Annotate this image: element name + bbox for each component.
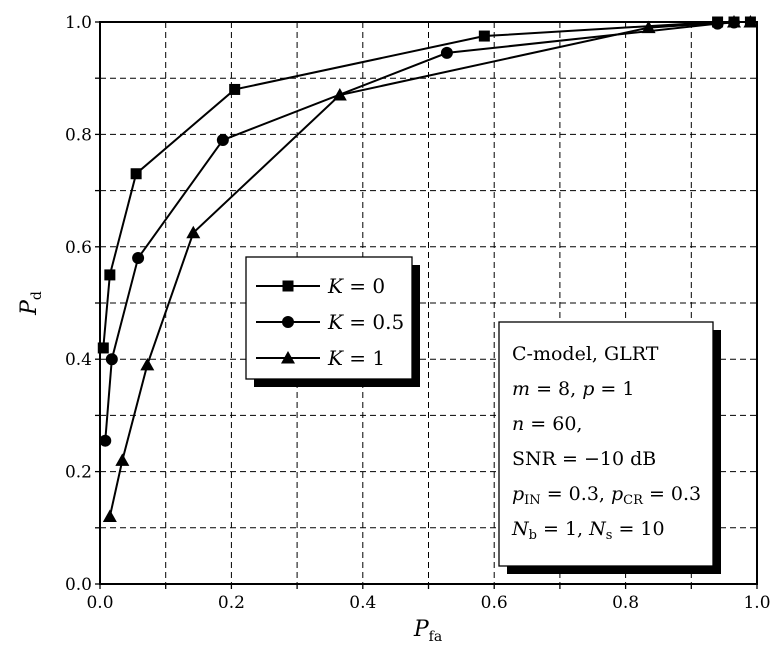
- parameter-segment: = 0.3,: [541, 483, 611, 505]
- data-point-square: [478, 30, 490, 42]
- parameter-segment: p: [512, 483, 524, 505]
- x-tick-label: 0.4: [349, 593, 376, 613]
- parameter-segment: CR: [623, 493, 644, 508]
- parameter-box-frame: [498, 321, 714, 567]
- parameter-segment: SNR = −10 dB: [512, 448, 656, 470]
- legend-marker-circle: [282, 316, 294, 328]
- legend: K = 0K = 0.5K = 1: [245, 256, 420, 387]
- legend-label: K = 0.5: [327, 310, 404, 334]
- parameter-segment: p: [611, 483, 623, 505]
- parameter-segment: = 0.3: [643, 483, 701, 505]
- series-triangle: [102, 15, 758, 523]
- y-axis-label-sub: d: [29, 291, 45, 300]
- parameter-segment: = 60,: [524, 413, 582, 435]
- data-point-triangle: [140, 357, 155, 371]
- parameter-box: C-model, GLRT m = 8, p = 1 n = 60, SNR = −1…: [498, 321, 721, 574]
- parameter-segment: s: [606, 528, 613, 543]
- parameter-line: n = 60,: [512, 413, 582, 435]
- x-axis-label-sub: fa: [429, 629, 443, 645]
- legend-label-var: K: [327, 310, 344, 334]
- data-point-triangle: [186, 225, 201, 239]
- data-point-triangle: [727, 15, 742, 28]
- data-point-circle: [99, 434, 112, 447]
- parameter-segment: = 1,: [537, 518, 589, 540]
- x-tick-label: 0.2: [218, 593, 245, 613]
- series-line: [108, 21, 751, 517]
- data-point-triangle: [115, 453, 130, 466]
- x-tick-label: 1.0: [743, 593, 770, 613]
- data-point-triangle: [102, 509, 117, 523]
- data-point-circle: [105, 353, 118, 366]
- parameter-line: m = 8, p = 1: [512, 378, 634, 400]
- parameter-segment: N: [511, 518, 530, 540]
- data-point-circle: [440, 46, 453, 59]
- legend-marker-triangle: [281, 351, 295, 364]
- legend-label-value: = 0.5: [343, 310, 404, 334]
- y-tick-label: 0.6: [65, 238, 92, 258]
- data-point-circle: [132, 252, 145, 265]
- data-point-triangle: [332, 88, 347, 101]
- y-tick-label: 0.2: [65, 463, 92, 483]
- legend-label-var: K: [327, 346, 344, 370]
- parameter-segment: n: [512, 413, 524, 435]
- y-tick-label: 1.0: [65, 13, 92, 33]
- parameter-segment: m: [512, 378, 530, 400]
- x-axis-label-main: P: [413, 617, 430, 642]
- series-line: [102, 21, 751, 349]
- y-tick-label: 0.0: [65, 575, 92, 595]
- parameter-segment: = 1: [594, 378, 634, 400]
- data-point-square: [97, 342, 109, 354]
- parameter-segment: C-model, GLRT: [512, 343, 659, 365]
- legend-label-value: = 1: [343, 346, 385, 370]
- y-axis-label-main: P: [17, 299, 42, 316]
- parameter-line: Nb = 1, Ns = 10: [511, 518, 665, 543]
- parameter-segment: = 8,: [530, 378, 582, 400]
- parameter-segment: IN: [524, 493, 541, 508]
- data-point-square: [104, 269, 116, 281]
- x-tick-label: 0.6: [481, 593, 508, 613]
- data-point-square: [130, 168, 142, 180]
- legend-label: K = 1: [327, 346, 385, 370]
- x-axis-label: Pfa: [413, 617, 442, 645]
- data-point-circle: [216, 134, 229, 147]
- x-tick-label: 0.0: [86, 593, 113, 613]
- parameter-line: SNR = −10 dB: [512, 448, 656, 470]
- legend-label: K = 0: [327, 274, 385, 298]
- legend-marker-square: [282, 280, 294, 292]
- x-tick-label: 0.8: [612, 593, 639, 613]
- parameter-segment: p: [582, 378, 594, 400]
- parameter-line: C-model, GLRT: [512, 343, 659, 365]
- series-group: [97, 15, 758, 523]
- legend-label-value: = 0: [343, 274, 385, 298]
- y-axis-label: Pd: [17, 291, 45, 316]
- parameter-segment: = 10: [612, 518, 664, 540]
- data-point-triangle: [743, 15, 758, 28]
- y-tick-label: 0.8: [65, 125, 92, 145]
- parameter-segment: N: [588, 518, 607, 540]
- series-square: [97, 16, 756, 354]
- parameter-line: pIN = 0.3, pCR = 0.3: [512, 483, 701, 508]
- y-tick-label: 0.4: [65, 350, 92, 370]
- data-point-square: [229, 83, 241, 95]
- data-point-triangle: [641, 20, 656, 34]
- parameter-segment: b: [529, 528, 537, 543]
- axis-ticks: 0.0 0.2 0.4 0.6 0.8 1.0 0.0 0.2 0.4 0.6 0.8 1.0: [65, 13, 771, 613]
- legend-label-var: K: [327, 274, 344, 298]
